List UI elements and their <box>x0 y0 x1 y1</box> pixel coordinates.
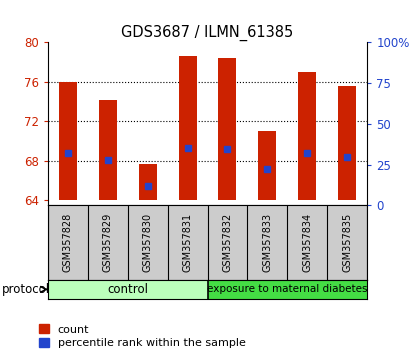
Text: GSM357835: GSM357835 <box>342 213 352 272</box>
Text: GSM357832: GSM357832 <box>222 213 232 272</box>
Text: control: control <box>107 283 148 296</box>
Text: GSM357834: GSM357834 <box>303 213 312 272</box>
Text: GSM357828: GSM357828 <box>63 213 73 272</box>
Bar <box>338 86 356 200</box>
Legend: count, percentile rank within the sample: count, percentile rank within the sample <box>39 324 246 348</box>
Bar <box>259 131 276 200</box>
Bar <box>218 58 237 200</box>
Text: protocol: protocol <box>2 283 50 296</box>
Text: GSM357830: GSM357830 <box>143 213 153 272</box>
Bar <box>178 56 197 200</box>
Text: GSM357829: GSM357829 <box>103 213 112 272</box>
Bar <box>59 82 77 200</box>
Bar <box>298 72 316 200</box>
Bar <box>139 164 156 200</box>
Text: GSM357833: GSM357833 <box>262 213 272 272</box>
Text: exposure to maternal diabetes: exposure to maternal diabetes <box>207 284 368 295</box>
Title: GDS3687 / ILMN_61385: GDS3687 / ILMN_61385 <box>121 25 294 41</box>
FancyBboxPatch shape <box>208 280 367 299</box>
Text: GSM357831: GSM357831 <box>183 213 193 272</box>
FancyBboxPatch shape <box>48 280 208 299</box>
Bar <box>99 100 117 200</box>
